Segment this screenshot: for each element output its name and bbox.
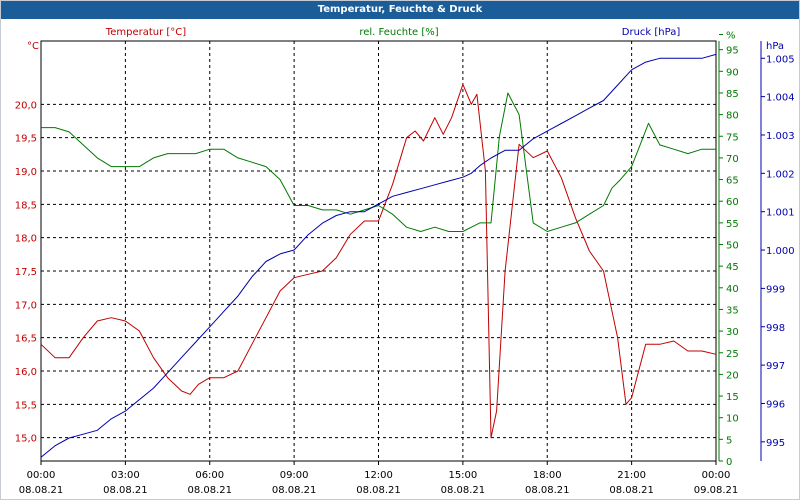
humidity-tick-label: 40 bbox=[726, 284, 739, 295]
humidity-axis-title: rel. Feuchte [%] bbox=[359, 27, 438, 38]
chart-title: Temperatur, Feuchte & Druck bbox=[1, 1, 799, 19]
x-tick-time: 03:00 bbox=[111, 470, 140, 481]
humidity-tick-label: 35 bbox=[726, 305, 739, 316]
temperature-tick-label: 20,0 bbox=[15, 100, 37, 111]
x-tick-date: 08.08.21 bbox=[609, 485, 654, 496]
humidity-tick-label: 50 bbox=[726, 241, 739, 252]
pressure-unit: hPa bbox=[766, 41, 784, 52]
humidity-tick-label: 45 bbox=[726, 262, 739, 273]
temperature-tick-label: 18,5 bbox=[15, 200, 37, 211]
temperature-tick-label: 17,0 bbox=[15, 300, 37, 311]
x-tick-time: 12:00 bbox=[364, 470, 393, 481]
humidity-tick-label: 10 bbox=[726, 414, 739, 425]
x-tick-time: 09:00 bbox=[280, 470, 309, 481]
pressure-series-line bbox=[40, 53, 717, 458]
humidity-tick-label: 65 bbox=[726, 176, 739, 187]
pressure-tick-label: 999 bbox=[766, 284, 785, 295]
humidity-tick-label: 15 bbox=[726, 392, 739, 403]
pressure-tick-label: 998 bbox=[766, 323, 785, 334]
x-tick-date: 08.08.21 bbox=[187, 485, 232, 496]
x-tick-time: 00:00 bbox=[702, 470, 731, 481]
humidity-tick-label: 80 bbox=[726, 111, 739, 122]
temperature-tick-label: 17,5 bbox=[15, 267, 37, 278]
pressure-tick-label: 1.000 bbox=[766, 246, 795, 257]
pressure-tick-label: 996 bbox=[766, 399, 785, 410]
humidity-tick-label: 75 bbox=[726, 132, 739, 143]
humidity-tick-label: 95 bbox=[726, 46, 739, 57]
x-tick-time: 00:00 bbox=[27, 470, 56, 481]
x-tick-date: 08.08.21 bbox=[525, 485, 570, 496]
temperature-tick-label: 19,0 bbox=[15, 167, 37, 178]
pressure-tick-label: 997 bbox=[766, 361, 785, 372]
x-tick-time: 21:00 bbox=[617, 470, 646, 481]
humidity-tick-label: % bbox=[726, 31, 736, 42]
humidity-tick-label: 55 bbox=[726, 219, 739, 230]
temperature-tick-label: 15,5 bbox=[15, 400, 37, 411]
series-lines bbox=[40, 53, 717, 458]
temperature-tick-label: 16,5 bbox=[15, 334, 37, 345]
temperature-axis-title: Temperatur [°C] bbox=[105, 27, 186, 38]
humidity-tick-label: 5 bbox=[726, 435, 732, 446]
axes bbox=[40, 34, 765, 465]
temperature-tick-label: 19,5 bbox=[15, 134, 37, 145]
humidity-tick-label: 25 bbox=[726, 349, 739, 360]
x-tick-time: 06:00 bbox=[195, 470, 224, 481]
x-tick-date: 08.08.21 bbox=[103, 485, 148, 496]
grid bbox=[41, 41, 716, 461]
humidity-tick-label: 0 bbox=[726, 457, 732, 468]
humidity-tick-label: 70 bbox=[726, 154, 739, 165]
axis-labels: 00:00 08.08.21 03:00 08.08.21 06:00 08.08.21 0… bbox=[15, 27, 795, 496]
humidity-series-line bbox=[41, 92, 716, 232]
x-tick-date: 08.08.21 bbox=[356, 485, 401, 496]
humidity-tick-label: 90 bbox=[726, 67, 739, 78]
humidity-tick-label: 20 bbox=[726, 370, 739, 381]
pressure-axis-title: Druck [hPa] bbox=[622, 27, 681, 38]
x-tick-date: 08.08.21 bbox=[19, 485, 64, 496]
x-tick-date: 08.08.21 bbox=[441, 485, 486, 496]
pressure-tick-label: 1.003 bbox=[766, 131, 795, 142]
humidity-tick-label: 30 bbox=[726, 327, 739, 338]
pressure-tick-label: 1.005 bbox=[766, 54, 795, 65]
temperature-tick-label: 15,0 bbox=[15, 434, 37, 445]
pressure-tick-label: 995 bbox=[766, 438, 785, 449]
humidity-tick-label: 60 bbox=[726, 197, 739, 208]
x-tick-time: 15:00 bbox=[448, 470, 477, 481]
x-tick-date: 08.08.21 bbox=[272, 485, 317, 496]
pressure-tick-label: 1.004 bbox=[766, 93, 795, 104]
temperature-series-line bbox=[40, 83, 717, 439]
temperature-unit: °C bbox=[27, 41, 39, 52]
x-tick-date: 09.08.21 bbox=[694, 485, 739, 496]
pressure-tick-label: 1.002 bbox=[766, 169, 795, 180]
humidity-tick-label: 85 bbox=[726, 89, 739, 100]
x-tick-time: 18:00 bbox=[533, 470, 562, 481]
pressure-tick-label: 1.001 bbox=[766, 208, 795, 219]
temperature-tick-label: 18,0 bbox=[15, 234, 37, 245]
temperature-tick-label: 16,0 bbox=[15, 367, 37, 378]
